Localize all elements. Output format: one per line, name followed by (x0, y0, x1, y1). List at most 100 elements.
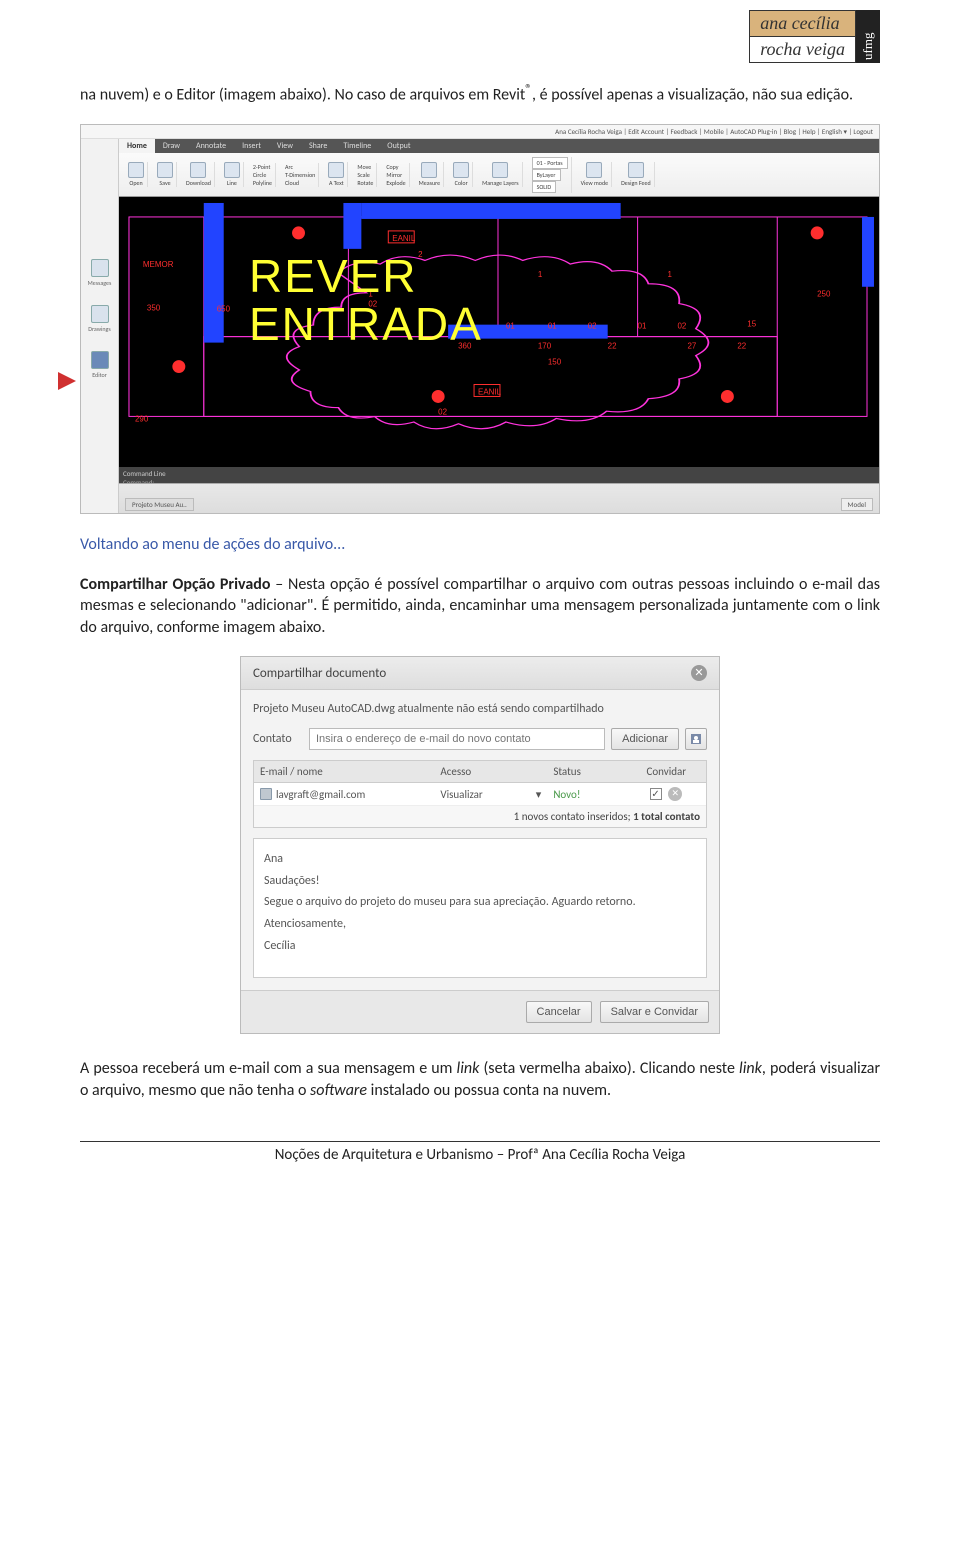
svg-text:02: 02 (588, 322, 597, 331)
svg-text:250: 250 (817, 290, 831, 299)
tab-view[interactable]: View (269, 139, 301, 153)
tab-home[interactable]: Home (119, 139, 155, 153)
tb-arc[interactable]: Arc (285, 163, 293, 171)
solid-dropdown[interactable]: SOLID (532, 181, 556, 193)
drawings-icon (91, 305, 109, 323)
after-link1: link (457, 1059, 480, 1078)
tb-color[interactable]: Color (450, 162, 473, 187)
tb-feed[interactable]: Design Feed (618, 162, 655, 187)
contacts-icon[interactable] (685, 728, 707, 750)
tab-output[interactable]: Output (379, 139, 418, 153)
close-icon[interactable]: ✕ (691, 665, 707, 681)
svg-text:27: 27 (687, 342, 696, 351)
cell-access[interactable]: Visualizar ▾ (434, 784, 547, 805)
tb-label: A Text (329, 179, 344, 187)
header-logo: ana cecília rocha veiga ufmg (749, 10, 880, 63)
tb-measure[interactable]: Measure (416, 162, 445, 187)
tab-insert[interactable]: Insert (234, 139, 269, 153)
messages-icon (91, 259, 109, 277)
cad-command-line[interactable]: Command Line Command: (119, 467, 879, 483)
tb-open[interactable]: Open (125, 162, 148, 187)
svg-text:3: 3 (175, 363, 179, 372)
after-paragraph: A pessoa receberá um e-mail com a sua me… (80, 1058, 880, 1101)
measure-icon (421, 162, 437, 178)
svg-text:4: 4 (434, 393, 438, 402)
tab-annotate[interactable]: Annotate (188, 139, 234, 153)
save-invite-button[interactable]: Salvar e Convidar (600, 1001, 709, 1023)
cad-drawing: 8 6 3 4 5 EANIL EANIL MEMOR 2 1 (119, 197, 879, 466)
cad-tabs: Home Draw Annotate Insert View Share Tim… (119, 139, 879, 153)
tb-mirror[interactable]: Mirror (386, 171, 402, 179)
svg-text:01: 01 (548, 322, 557, 331)
tb-move[interactable]: Move (357, 163, 371, 171)
tb-layers[interactable]: Manage Layers (479, 162, 522, 187)
after-link2: link (739, 1059, 762, 1078)
tb-rotate[interactable]: Rotate (357, 179, 373, 187)
tb-2point[interactable]: 2-Point (253, 163, 271, 171)
tb-scale[interactable]: Scale (357, 171, 369, 179)
tb-explode[interactable]: Explode (386, 179, 405, 187)
tb-save[interactable]: Save (154, 162, 177, 187)
tb-label: Download (186, 179, 211, 187)
tb-line[interactable]: Line (221, 162, 244, 187)
cancel-button[interactable]: Cancelar (526, 1001, 592, 1023)
bylayer-dropdown[interactable]: ByLayer (532, 169, 561, 181)
tb-circle[interactable]: Circle (253, 171, 266, 179)
remove-icon[interactable]: ✕ (668, 787, 682, 801)
tb-text[interactable]: A Text (325, 162, 348, 187)
mid-paragraph-2: Compartilhar Opção Privado – Nesta opção… (80, 574, 880, 639)
sidebar-item-messages[interactable]: Messages (81, 259, 118, 287)
tb-polyline[interactable]: Polyline (253, 179, 272, 187)
dialog-filename: Projeto Museu AutoCAD.dwg atualmente não… (253, 702, 707, 716)
tb-copy[interactable]: Copy (386, 163, 398, 171)
msg-line: Saudações! (264, 871, 696, 893)
msg-line: Ana (264, 849, 696, 871)
tab-timeline[interactable]: Timeline (335, 139, 379, 153)
tab-draw[interactable]: Draw (155, 139, 188, 153)
open-icon (128, 162, 144, 178)
cad-statusbar: Projeto Museu Au.. Model (119, 483, 879, 513)
th-email: E-mail / nome (254, 761, 434, 782)
svg-text:290: 290 (135, 414, 149, 423)
note-bold: 1 total contato (633, 810, 700, 823)
tb-cloud[interactable]: Cloud (285, 179, 299, 187)
sidebar-item-editor[interactable]: Editor (81, 351, 118, 379)
svg-text:170: 170 (538, 342, 552, 351)
table-header: E-mail / nome Acesso Status Convidar (254, 761, 706, 783)
tab-share[interactable]: Share (301, 139, 335, 153)
cmd-label: Command Line (123, 469, 875, 478)
overlay-line1: REVER (249, 252, 483, 300)
th-invite: Convidar (627, 761, 706, 782)
mid2-bold: Compartilhar Opção Privado (80, 575, 270, 594)
tb-viewmode[interactable]: View mode (578, 162, 612, 187)
layer-dropdown[interactable]: 01 - Portas (532, 157, 568, 169)
tb-label: Save (159, 179, 170, 187)
model-tab[interactable]: Model (841, 498, 873, 511)
tb-mod-list2: Copy Mirror Explode (383, 163, 409, 187)
svg-text:5: 5 (723, 393, 727, 402)
table-row: lavgraft@gmail.com Visualizar ▾ Novo! ✕ (254, 783, 706, 806)
logo-line2: rocha veiga (750, 37, 855, 62)
file-tab[interactable]: Projeto Museu Au.. (125, 498, 194, 511)
svg-text:1: 1 (668, 270, 673, 279)
msg-line: Atenciosamente, (264, 914, 696, 936)
after-text: instalado ou possua conta na nuvem. (367, 1081, 611, 1100)
tb-download[interactable]: Download (183, 162, 215, 187)
sidebar-item-drawings[interactable]: Drawings (81, 305, 118, 333)
message-textarea[interactable]: Ana Saudações! Segue o arquivo do projet… (253, 838, 707, 978)
canvas-overlay-text: REVER ENTRADA (249, 252, 483, 349)
th-access: Acesso (434, 761, 547, 782)
cad-screenshot: Ana Cecília Rocha Veiga | Edit Account |… (80, 124, 880, 514)
dialog-titlebar: Compartilhar documento ✕ (241, 657, 719, 690)
invite-checkbox[interactable] (650, 788, 662, 800)
contact-input[interactable] (309, 728, 605, 750)
svg-text:1: 1 (538, 270, 543, 279)
person-icon (260, 788, 272, 800)
svg-text:EANIL: EANIL (478, 387, 502, 396)
tb-dim[interactable]: T-Dimension (285, 171, 315, 179)
email-text: lavgraft@gmail.com (276, 788, 365, 801)
cad-canvas[interactable]: 8 6 3 4 5 EANIL EANIL MEMOR 2 1 (119, 197, 879, 483)
tb-label: Measure (419, 179, 441, 187)
add-button[interactable]: Adicionar (611, 728, 679, 750)
save-icon (157, 162, 173, 178)
